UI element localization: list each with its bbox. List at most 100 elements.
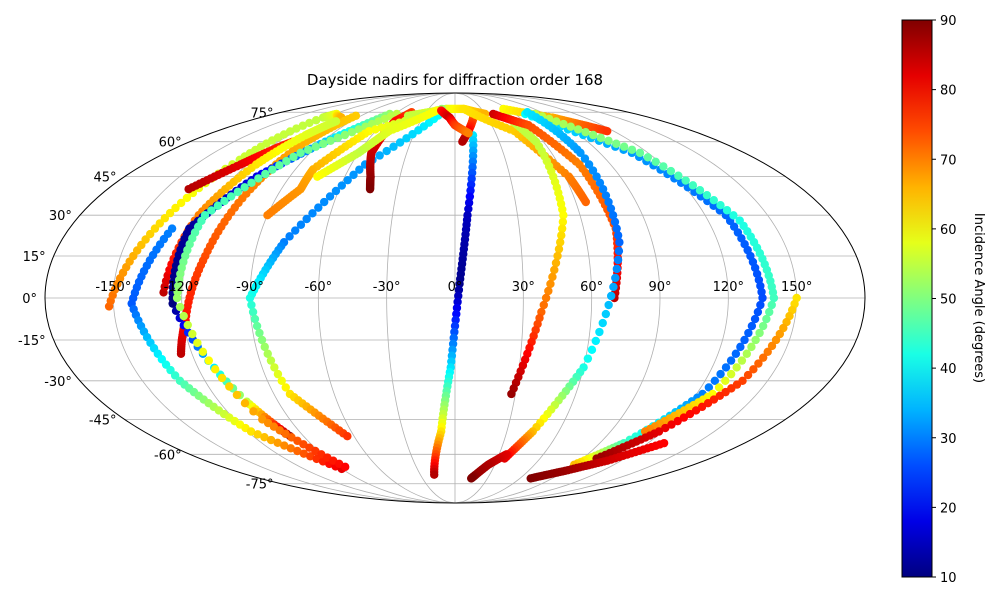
colorbar: 10 20 30 40 50 60 70 80 90 Incidence Angle (degr… <box>901 14 986 586</box>
nadir-point <box>765 307 774 317</box>
nadir-point <box>319 139 328 148</box>
nadir-point <box>744 328 753 338</box>
nadir-point <box>172 293 182 303</box>
nadir-point <box>464 129 473 138</box>
nadir-point <box>246 427 256 436</box>
nadir-point <box>266 356 276 365</box>
nadir-point <box>173 287 182 297</box>
nadir-point <box>311 116 321 125</box>
nadir-point <box>749 365 758 374</box>
nadir-point <box>270 363 279 372</box>
lat-tick-label: -45° <box>89 413 117 428</box>
nadir-point <box>302 214 311 224</box>
colorbar-tick-label: 90 <box>940 14 957 29</box>
map-boundary <box>44 92 866 504</box>
nadir-point <box>544 286 553 296</box>
nadir-point <box>606 204 616 213</box>
nadir-point <box>263 349 272 358</box>
nadir-point <box>588 166 598 175</box>
nadir-point <box>250 314 260 324</box>
nadir-point <box>465 192 475 201</box>
nadir-point <box>266 435 276 445</box>
nadir-point <box>207 206 216 215</box>
nadir-point <box>253 430 262 439</box>
nadir-point <box>674 171 683 180</box>
nadir-point <box>382 146 391 156</box>
nadir-point <box>601 309 611 319</box>
nadir-point <box>755 328 764 338</box>
nadir-point <box>354 125 363 134</box>
nadir-point <box>225 382 234 391</box>
lon-tick-label: -60° <box>304 280 332 295</box>
nadir-point <box>595 178 605 188</box>
nadir-point <box>758 293 767 303</box>
nadir-point <box>311 142 320 151</box>
nadir-point <box>604 197 613 207</box>
nadir-point <box>374 117 383 126</box>
nadir-point <box>604 300 613 310</box>
nadir-point <box>553 251 562 261</box>
lat-tick-label: -75° <box>246 478 274 493</box>
nadir-point <box>762 314 771 324</box>
nadir-point <box>615 238 624 247</box>
nadir-point <box>595 327 604 337</box>
lon-tick-label: 0° <box>448 280 463 295</box>
nadir-point <box>319 197 329 207</box>
nadir-point <box>402 134 411 143</box>
nadir-point <box>583 354 593 363</box>
nadir-point <box>466 186 475 195</box>
nadir-point <box>771 335 781 345</box>
nadir-point <box>240 183 249 192</box>
lat-tick-label: -15° <box>18 334 46 349</box>
nadir-point <box>710 376 720 386</box>
nadir-point <box>340 130 350 140</box>
nadir-point <box>539 300 548 310</box>
nadir-point <box>552 117 561 126</box>
nadir-point <box>729 211 738 220</box>
nadir-point <box>263 210 272 220</box>
nadir-point <box>249 407 258 416</box>
nadir-point <box>188 329 197 339</box>
nadir-point <box>341 462 350 472</box>
nadir-point <box>198 347 208 356</box>
nadir-point <box>160 214 170 223</box>
nadir-point <box>326 136 335 145</box>
nadir-point <box>775 329 785 339</box>
lat-tick-label: 0° <box>22 292 37 307</box>
nadir-point <box>673 416 682 426</box>
lon-tick-label: 90° <box>648 280 671 295</box>
colorbar-tick-label: 50 <box>940 293 957 308</box>
nadir-point <box>716 369 725 379</box>
nadir-point <box>331 186 341 196</box>
nadir-point <box>292 124 301 133</box>
nadir-point <box>587 345 597 355</box>
nadir-point <box>176 198 186 208</box>
nadir-point <box>557 224 567 233</box>
nadir-point <box>742 349 752 358</box>
nadir-point <box>609 282 618 292</box>
nadir-point <box>220 196 229 206</box>
nadir-point <box>592 172 601 181</box>
nadir-point <box>666 166 676 176</box>
nadir-point <box>541 293 551 303</box>
lat-tick-label: -30° <box>44 375 72 390</box>
nadir-point <box>247 178 256 188</box>
nadir-point <box>612 139 621 148</box>
nadir-point <box>576 148 585 158</box>
nadir-point <box>613 255 623 265</box>
nadir-point <box>596 133 605 143</box>
nadir-point <box>612 224 621 233</box>
nadir-point <box>661 423 670 433</box>
nadir-point <box>171 203 180 213</box>
nadir-point <box>257 335 267 345</box>
nadir-point <box>550 265 559 275</box>
nadir-point <box>371 125 380 134</box>
colorbar-tick-label: 80 <box>940 84 957 99</box>
nadir-point <box>304 145 313 154</box>
nadir-point <box>273 369 283 379</box>
nadir-point <box>726 369 736 379</box>
nadir-point <box>606 291 616 301</box>
nadir-point <box>601 191 611 200</box>
nadir-point <box>325 192 335 201</box>
